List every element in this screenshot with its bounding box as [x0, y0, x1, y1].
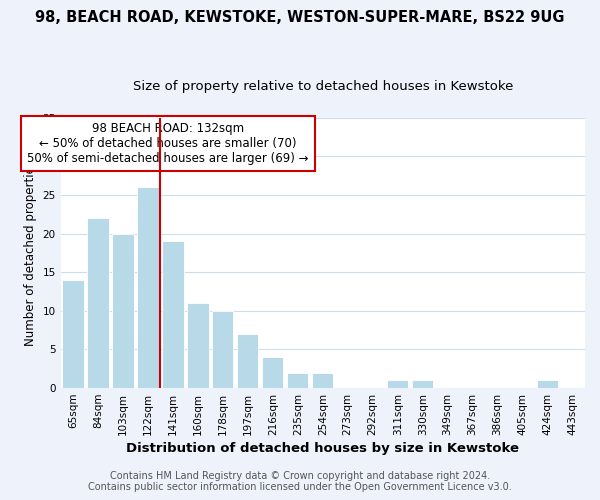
Bar	[62, 280, 83, 388]
Text: 98 BEACH ROAD: 132sqm
← 50% of detached houses are smaller (70)
50% of semi-deta: 98 BEACH ROAD: 132sqm ← 50% of detached …	[27, 122, 308, 164]
Text: 98, BEACH ROAD, KEWSTOKE, WESTON-SUPER-MARE, BS22 9UG: 98, BEACH ROAD, KEWSTOKE, WESTON-SUPER-M…	[35, 10, 565, 25]
Y-axis label: Number of detached properties: Number of detached properties	[24, 160, 37, 346]
Bar	[387, 380, 409, 388]
Text: Contains HM Land Registry data © Crown copyright and database right 2024.
Contai: Contains HM Land Registry data © Crown c…	[88, 471, 512, 492]
Title: Size of property relative to detached houses in Kewstoke: Size of property relative to detached ho…	[133, 80, 513, 93]
Bar	[237, 334, 259, 388]
Bar	[537, 380, 558, 388]
Bar	[112, 234, 134, 388]
Bar	[163, 242, 184, 388]
Bar	[187, 303, 209, 388]
Bar	[287, 372, 308, 388]
Bar	[212, 311, 233, 388]
Bar	[312, 372, 334, 388]
Bar	[412, 380, 433, 388]
Bar	[137, 188, 158, 388]
Bar	[262, 357, 283, 388]
Bar	[88, 218, 109, 388]
X-axis label: Distribution of detached houses by size in Kewstoke: Distribution of detached houses by size …	[126, 442, 519, 455]
